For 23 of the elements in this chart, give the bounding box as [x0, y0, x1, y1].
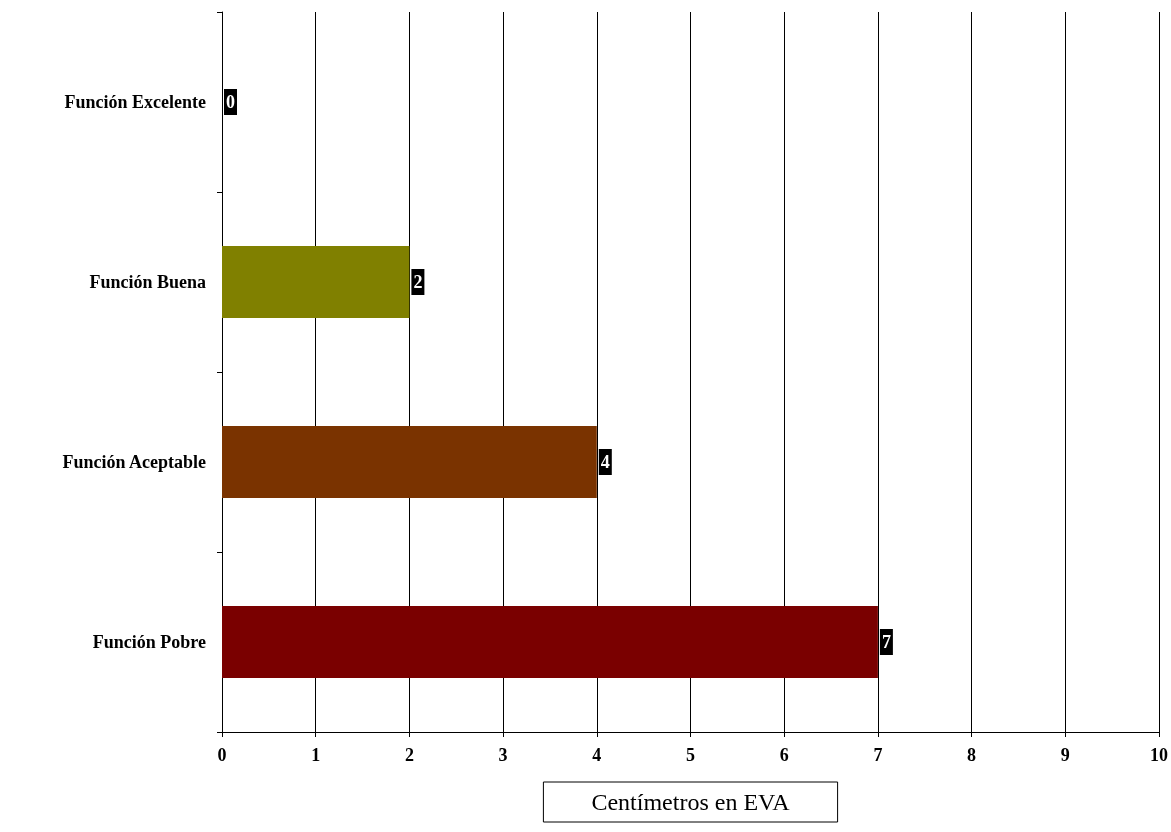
y-tick-label: Función Pobre: [92, 632, 206, 652]
x-axis-title: Centímetros en EVA: [591, 789, 791, 815]
y-tick-label: Función Buena: [89, 272, 206, 292]
x-tick-label: 6: [779, 745, 789, 765]
data-label: 0: [226, 92, 235, 112]
x-tick-label: 4: [592, 745, 602, 765]
x-tick-label: 1: [311, 745, 321, 765]
x-tick-label: 2: [404, 745, 414, 765]
y-tick-label: Función Excelente: [64, 92, 206, 112]
x-tick-label: 8: [967, 745, 977, 765]
x-tick-label: 0: [217, 745, 227, 765]
x-tick-label: 5: [686, 745, 695, 765]
bar: [222, 426, 597, 498]
bar: [222, 246, 410, 318]
data-label: 7: [881, 632, 891, 652]
data-label: 2: [413, 272, 423, 292]
data-label: 4: [600, 452, 610, 472]
y-tick-label: Función Aceptable: [62, 452, 206, 472]
bar: [222, 606, 878, 678]
x-tick-label: 10: [1150, 745, 1168, 765]
x-tick-label: 7: [873, 745, 883, 765]
x-tick-label: 3: [498, 745, 508, 765]
x-tick-label: 9: [1060, 745, 1070, 765]
